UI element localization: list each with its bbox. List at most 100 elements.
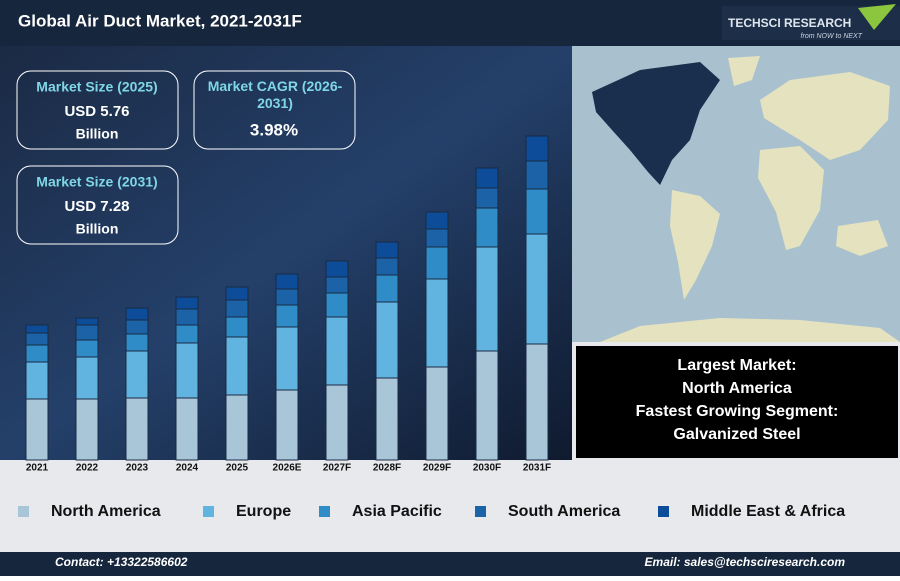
world-map xyxy=(572,46,900,342)
bar-segment xyxy=(125,350,149,399)
stat-value: USD 7.28 xyxy=(64,198,129,215)
legend-label: North America xyxy=(51,503,161,520)
x-tick-label: 2024 xyxy=(176,463,199,474)
australia xyxy=(836,220,888,256)
south-america xyxy=(670,190,720,300)
bar-segment xyxy=(375,241,399,259)
footer-bar xyxy=(0,552,900,576)
bar-segment xyxy=(375,274,399,303)
highlight-text: Largest Market: xyxy=(677,357,796,374)
stat-label: Market CAGR (2026-2031) xyxy=(207,78,343,111)
bar-segment xyxy=(475,167,499,189)
bar-segment xyxy=(475,246,499,352)
legend-swatch xyxy=(319,506,330,517)
x-tick-label: 2025 xyxy=(226,463,249,474)
bar-segment xyxy=(125,307,149,321)
legend-label: Europe xyxy=(236,503,291,520)
bar-segment xyxy=(25,344,49,363)
greenland xyxy=(728,56,760,86)
legend-swatch xyxy=(203,506,214,517)
bar-segment xyxy=(175,308,199,326)
bar-segment xyxy=(475,350,499,461)
bar-segment xyxy=(225,336,249,396)
legend-label: South America xyxy=(508,503,620,520)
x-tick-label: 2031F xyxy=(523,463,551,474)
bar-segment xyxy=(225,286,249,301)
bar-segment xyxy=(325,292,349,318)
bar-segment xyxy=(125,319,149,335)
highlight-text: Galvanized Steel xyxy=(673,426,800,443)
stat-unit: Billion xyxy=(76,126,119,142)
x-tick-label: 2023 xyxy=(126,463,149,474)
x-tick-label: 2029F xyxy=(423,463,451,474)
antarctica xyxy=(600,318,900,342)
x-tick-label: 2026E xyxy=(273,463,302,474)
highlight-text: Fastest Growing Segment: xyxy=(636,403,839,420)
bar-segment xyxy=(425,366,449,461)
stat-value: USD 5.76 xyxy=(64,103,129,120)
bar-segment xyxy=(75,356,99,400)
logo-box xyxy=(722,6,900,40)
stat-unit: Billion xyxy=(76,221,119,237)
x-tick-label: 2030F xyxy=(473,463,501,474)
bar-segment xyxy=(475,187,499,209)
stat-value: 3.98% xyxy=(250,120,298,139)
legend-swatch xyxy=(658,506,669,517)
logo-icon xyxy=(858,4,896,30)
highlight-box xyxy=(576,346,898,458)
x-tick-label: 2027F xyxy=(323,463,351,474)
bar-segment xyxy=(175,324,199,344)
bar-segment xyxy=(175,296,199,310)
bar-segment xyxy=(325,316,349,386)
bar-segment xyxy=(375,257,399,276)
legend-swatch xyxy=(18,506,29,517)
bar-segment xyxy=(175,397,199,461)
stat-label: Market Size (2025) xyxy=(36,79,157,95)
bar-segment xyxy=(425,228,449,248)
bar-segment xyxy=(275,389,299,461)
bar-segment xyxy=(75,324,99,341)
bar-segment xyxy=(375,301,399,379)
bar-segment xyxy=(325,276,349,294)
legend-label: Asia Pacific xyxy=(352,503,442,520)
bar-segment xyxy=(425,278,449,368)
stat-label-wrap: Market CAGR (2026-2031) xyxy=(207,78,343,111)
logo-tagline: from NOW to NEXT xyxy=(801,33,863,40)
stat-box xyxy=(193,70,356,150)
x-tick-label: 2028F xyxy=(373,463,401,474)
bar-segment xyxy=(25,332,49,346)
bar-segment xyxy=(225,299,249,318)
footer-contact: Contact: +13322586602 xyxy=(55,555,188,569)
bar-segment xyxy=(225,316,249,338)
bar-segment xyxy=(525,160,549,190)
bar-segment xyxy=(375,377,399,461)
eurasia xyxy=(760,72,890,160)
bar-segment xyxy=(125,333,149,352)
bar-segment xyxy=(75,339,99,358)
bar-segment xyxy=(325,384,349,461)
bar-segment xyxy=(25,398,49,461)
bar-segment xyxy=(25,324,49,334)
bar-segment xyxy=(525,343,549,461)
bar-segment xyxy=(275,273,299,290)
logo-text: TECHSCI RESEARCH xyxy=(728,16,851,30)
bar-segment xyxy=(225,394,249,461)
bar-segment xyxy=(75,317,99,326)
bar-segment xyxy=(425,246,449,280)
stat-box xyxy=(16,70,179,150)
bar-segment xyxy=(275,326,299,391)
bar-segment xyxy=(475,207,499,248)
highlight-text: North America xyxy=(682,380,792,397)
x-tick-label: 2022 xyxy=(76,463,99,474)
bar-segment xyxy=(425,211,449,230)
bar-segment xyxy=(25,361,49,400)
bar-segment xyxy=(75,398,99,461)
title: Global Air Duct Market, 2021-2031F xyxy=(18,11,302,30)
bar-segment xyxy=(275,288,299,306)
legend-swatch xyxy=(475,506,486,517)
legend-label: Middle East & Africa xyxy=(691,503,845,520)
bar-segment xyxy=(325,260,349,278)
stat-label: Market Size (2031) xyxy=(36,174,157,190)
